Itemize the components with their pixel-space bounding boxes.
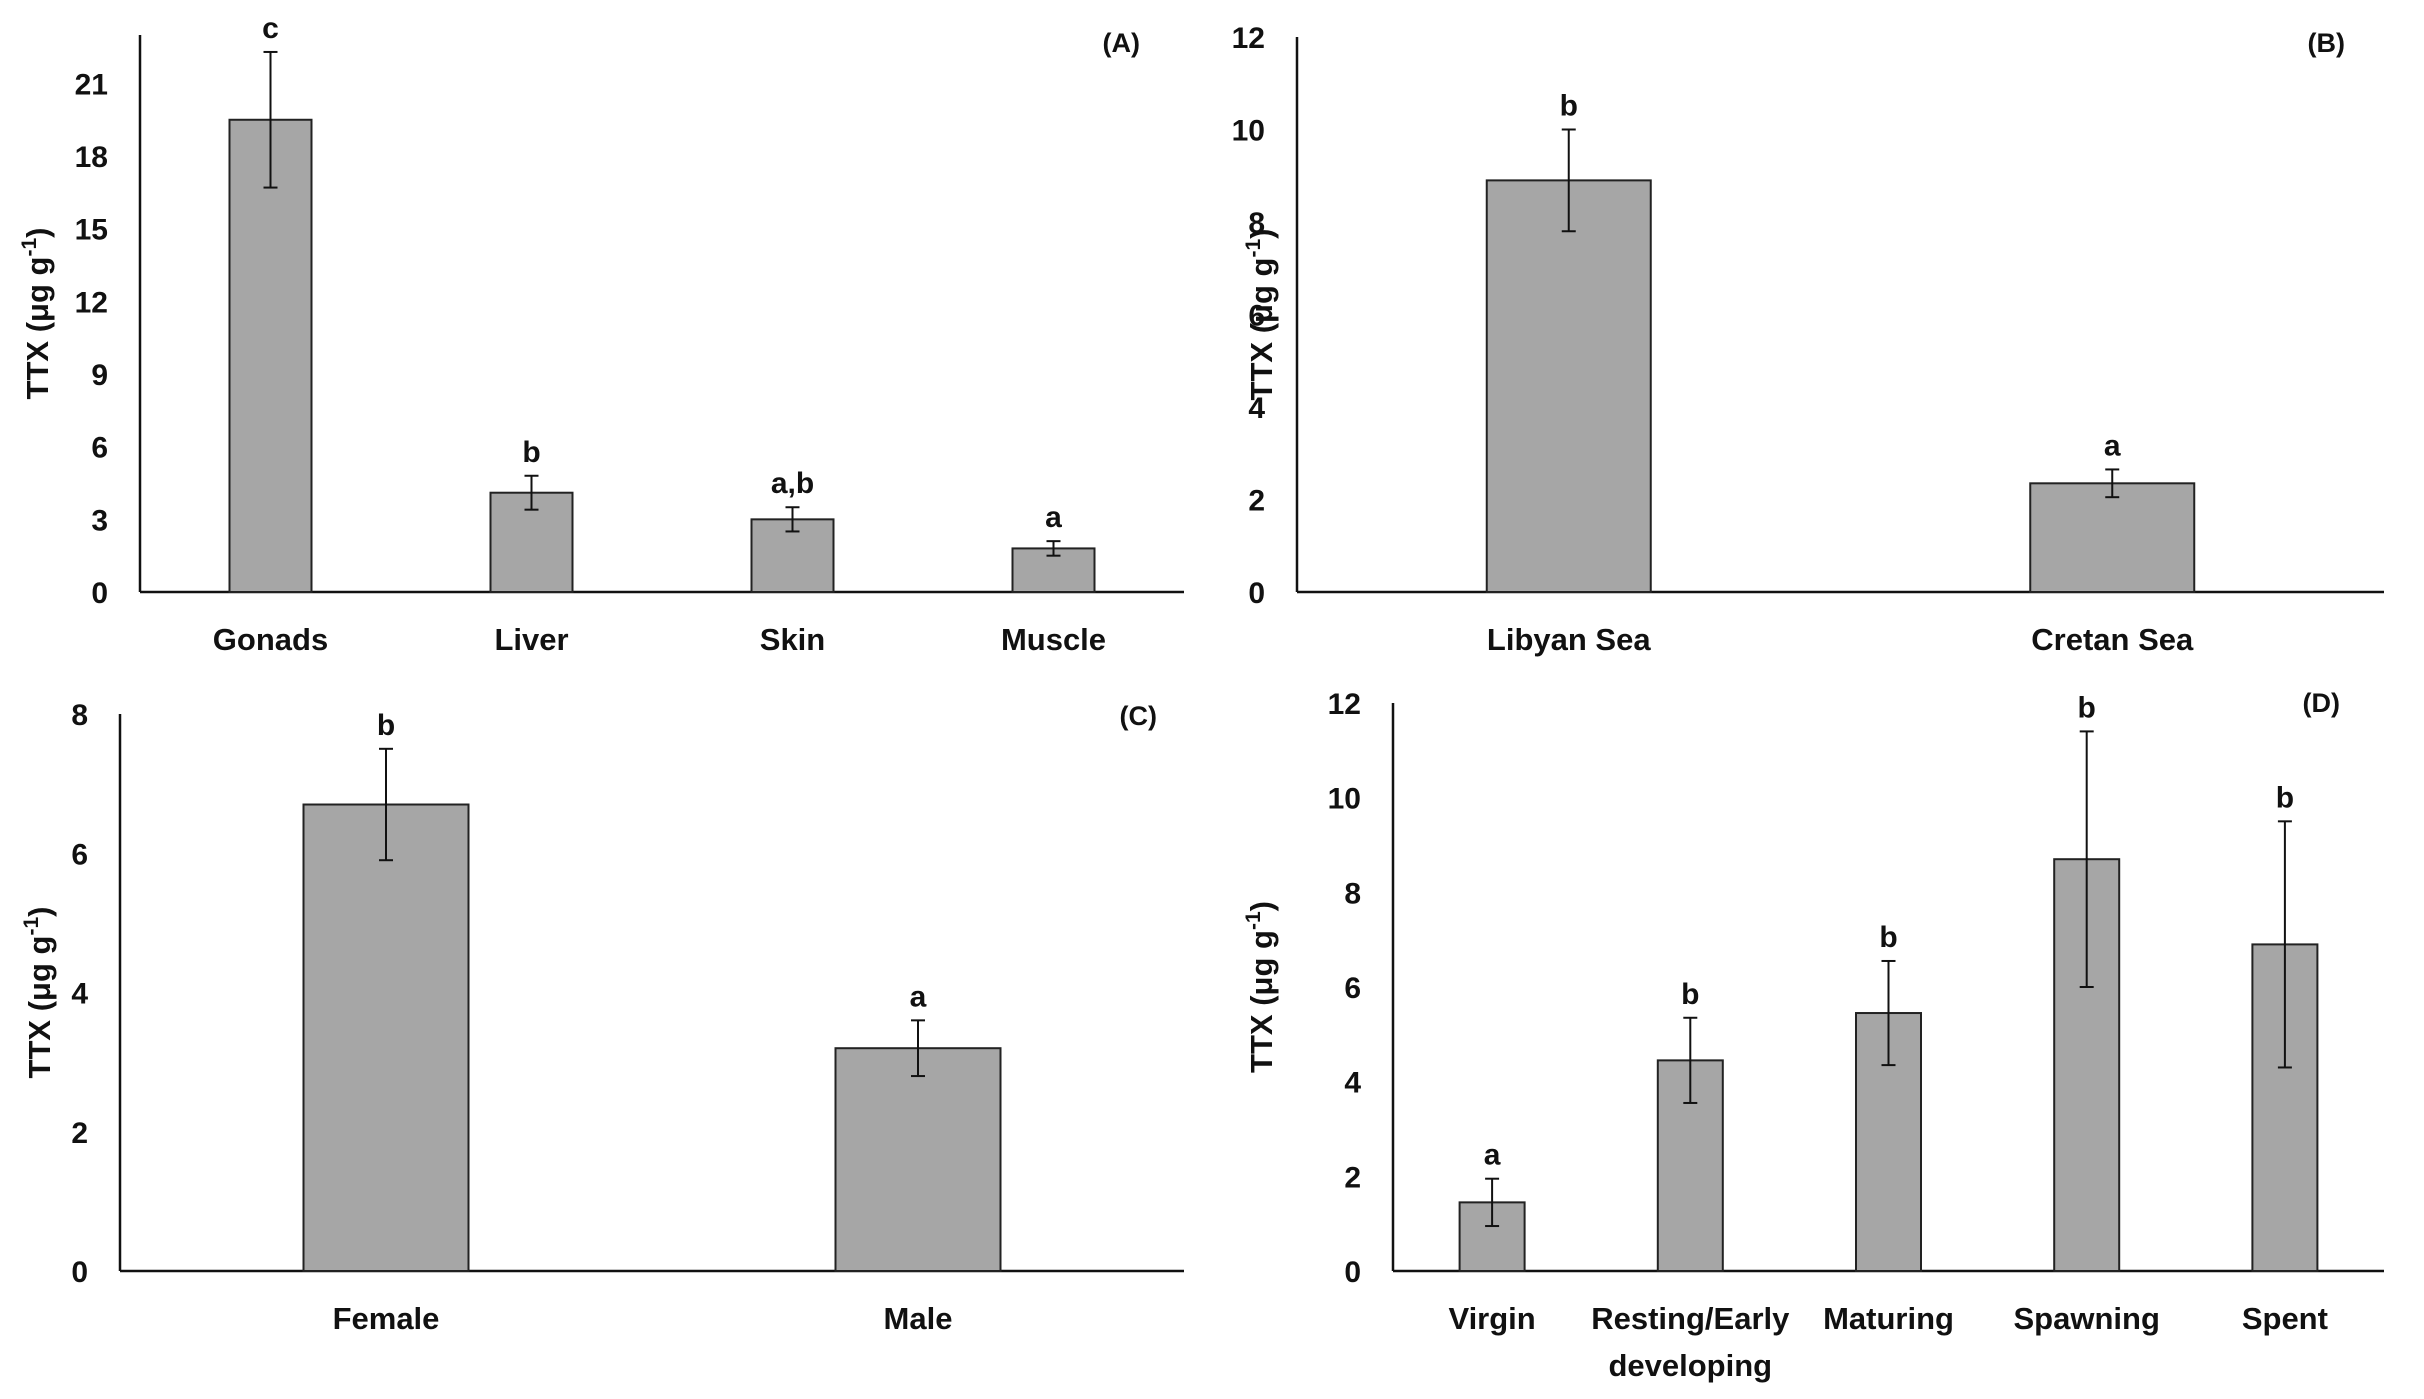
x-category-label: Spent	[2242, 1301, 2328, 1336]
x-category-label: Cretan Sea	[2031, 622, 2194, 657]
y-axis-title-superscript: -1	[18, 238, 41, 257]
x-category-label-line: Cretan Sea	[2031, 622, 2194, 657]
y-tick-label: 2	[1248, 485, 1265, 518]
y-tick-label: 0	[71, 1256, 88, 1289]
y-tick-label: 6	[1248, 300, 1265, 333]
y-axis-title-close: )	[1244, 901, 1279, 911]
x-category-label-line: Female	[333, 1301, 440, 1336]
x-category-label: Resting/Early developing	[1591, 1301, 1790, 1383]
x-category-label-line: Gonads	[213, 622, 328, 657]
significance-label: c	[262, 12, 279, 45]
significance-label: a	[1484, 1139, 1501, 1172]
y-tick-label: 4	[1248, 392, 1265, 425]
y-axis-title-superscript: -1	[1242, 911, 1265, 930]
y-axis-title: TTX (μg g-1)	[1242, 901, 1279, 1073]
panel-label: (A)	[1103, 28, 1140, 58]
y-tick-label: 15	[75, 214, 108, 247]
panel-d: 0 2 4 6 8 10 12 TTX (μg g-1) (D) a Virgin b Resting/…	[1242, 688, 2384, 1383]
x-category-label-line: Libyan Sea	[1487, 622, 1651, 657]
significance-label: b	[1681, 978, 1699, 1011]
y-axis-title-text: TTX (μg g	[1244, 930, 1279, 1073]
y-tick-label: 2	[1344, 1161, 1361, 1194]
bar	[228, 118, 313, 594]
panel-c: 0 2 4 6 8 TTX (μg g-1) (C) b Female a Male	[20, 699, 1184, 1336]
y-tick-label: 10	[1328, 783, 1361, 816]
y-tick-label: 6	[91, 432, 108, 465]
y-tick-label: 2	[71, 1117, 88, 1150]
y-tick-label: 3	[91, 504, 108, 537]
significance-label: a	[910, 980, 927, 1013]
y-tick-label: 9	[91, 359, 108, 392]
significance-label: a,b	[771, 467, 814, 500]
x-category-label: Spawning	[2014, 1301, 2160, 1336]
y-tick-label: 10	[1232, 115, 1265, 148]
significance-label: b	[522, 436, 540, 469]
y-axis-title-superscript: -1	[20, 917, 43, 936]
x-category-label: Male	[884, 1301, 953, 1336]
y-axis-title: TTX (μg g-1)	[18, 228, 55, 400]
bar	[2029, 482, 2196, 593]
panel-label: (D)	[2303, 688, 2340, 718]
x-category-label: Virgin	[1448, 1301, 1535, 1336]
y-tick-label: 0	[91, 577, 108, 610]
x-category-label-line: developing	[1608, 1348, 1772, 1383]
x-category-label: Gonads	[213, 622, 328, 657]
x-category-label-line: Liver	[494, 622, 568, 657]
x-category-label: Liver	[494, 622, 568, 657]
x-category-label-line: Spawning	[2014, 1301, 2160, 1336]
y-axis-title-superscript: -1	[1242, 239, 1265, 258]
y-tick-label: 0	[1344, 1256, 1361, 1289]
bar	[302, 803, 470, 1272]
y-tick-label: 4	[71, 978, 88, 1011]
y-axis-title-close: )	[22, 907, 57, 917]
x-category-label-line: Resting/Early	[1591, 1301, 1790, 1336]
x-category-label-line: Male	[884, 1301, 953, 1336]
x-category-label: Libyan Sea	[1487, 622, 1651, 657]
x-category-label-line: Virgin	[1448, 1301, 1535, 1336]
significance-label: a	[1045, 501, 1062, 534]
x-category-label-line: Spent	[2242, 1301, 2328, 1336]
panel-a: 0 3 6 9 12 15 18 21 TTX (μg g-1) (A) c Gonads b Liver…	[18, 12, 1184, 657]
y-axis-title: TTX (μg g-1)	[1242, 229, 1279, 401]
y-tick-label: 12	[75, 286, 108, 319]
panel-label: (C)	[1120, 701, 1157, 731]
bar	[834, 1047, 1002, 1272]
significance-label: b	[2078, 691, 2096, 724]
significance-label: b	[2276, 781, 2294, 814]
y-tick-label: 12	[1232, 22, 1265, 55]
significance-label: b	[377, 709, 395, 742]
y-tick-label: 4	[1344, 1067, 1361, 1100]
y-axis-title-text: TTX (μg g	[1244, 258, 1279, 401]
y-tick-label: 18	[75, 141, 108, 174]
y-axis-title-text: TTX (μg g	[22, 936, 57, 1079]
y-tick-label: 8	[71, 699, 88, 732]
significance-label: a	[2104, 429, 2121, 462]
panel-label: (B)	[2308, 28, 2345, 58]
y-axis-title-text: TTX (μg g	[20, 257, 55, 400]
y-tick-label: 6	[71, 838, 88, 871]
y-tick-label: 8	[1344, 877, 1361, 910]
panel-b: 0 2 4 6 8 10 12 TTX (μg g-1) (B) b Libyan Sea a Cret…	[1232, 22, 2384, 657]
bar	[2251, 943, 2319, 1273]
x-category-label-line: Skin	[760, 622, 825, 657]
y-axis-title-close: )	[1244, 229, 1279, 239]
y-tick-label: 8	[1248, 207, 1265, 240]
x-category-label-line: Maturing	[1823, 1301, 1954, 1336]
x-category-label: Skin	[760, 622, 825, 657]
x-category-label: Muscle	[1001, 622, 1106, 657]
x-category-label: Maturing	[1823, 1301, 1954, 1336]
significance-label: b	[1879, 921, 1897, 954]
x-category-label: Female	[333, 1301, 440, 1336]
y-axis-title: TTX (μg g-1)	[20, 907, 57, 1079]
y-tick-label: 12	[1328, 688, 1361, 721]
y-tick-label: 0	[1248, 577, 1265, 610]
bar	[1485, 179, 1652, 593]
x-category-label-line: Muscle	[1001, 622, 1106, 657]
y-tick-label: 21	[75, 68, 108, 101]
significance-label: b	[1560, 90, 1578, 123]
y-tick-label: 6	[1344, 972, 1361, 1005]
y-axis-title-close: )	[20, 228, 55, 238]
